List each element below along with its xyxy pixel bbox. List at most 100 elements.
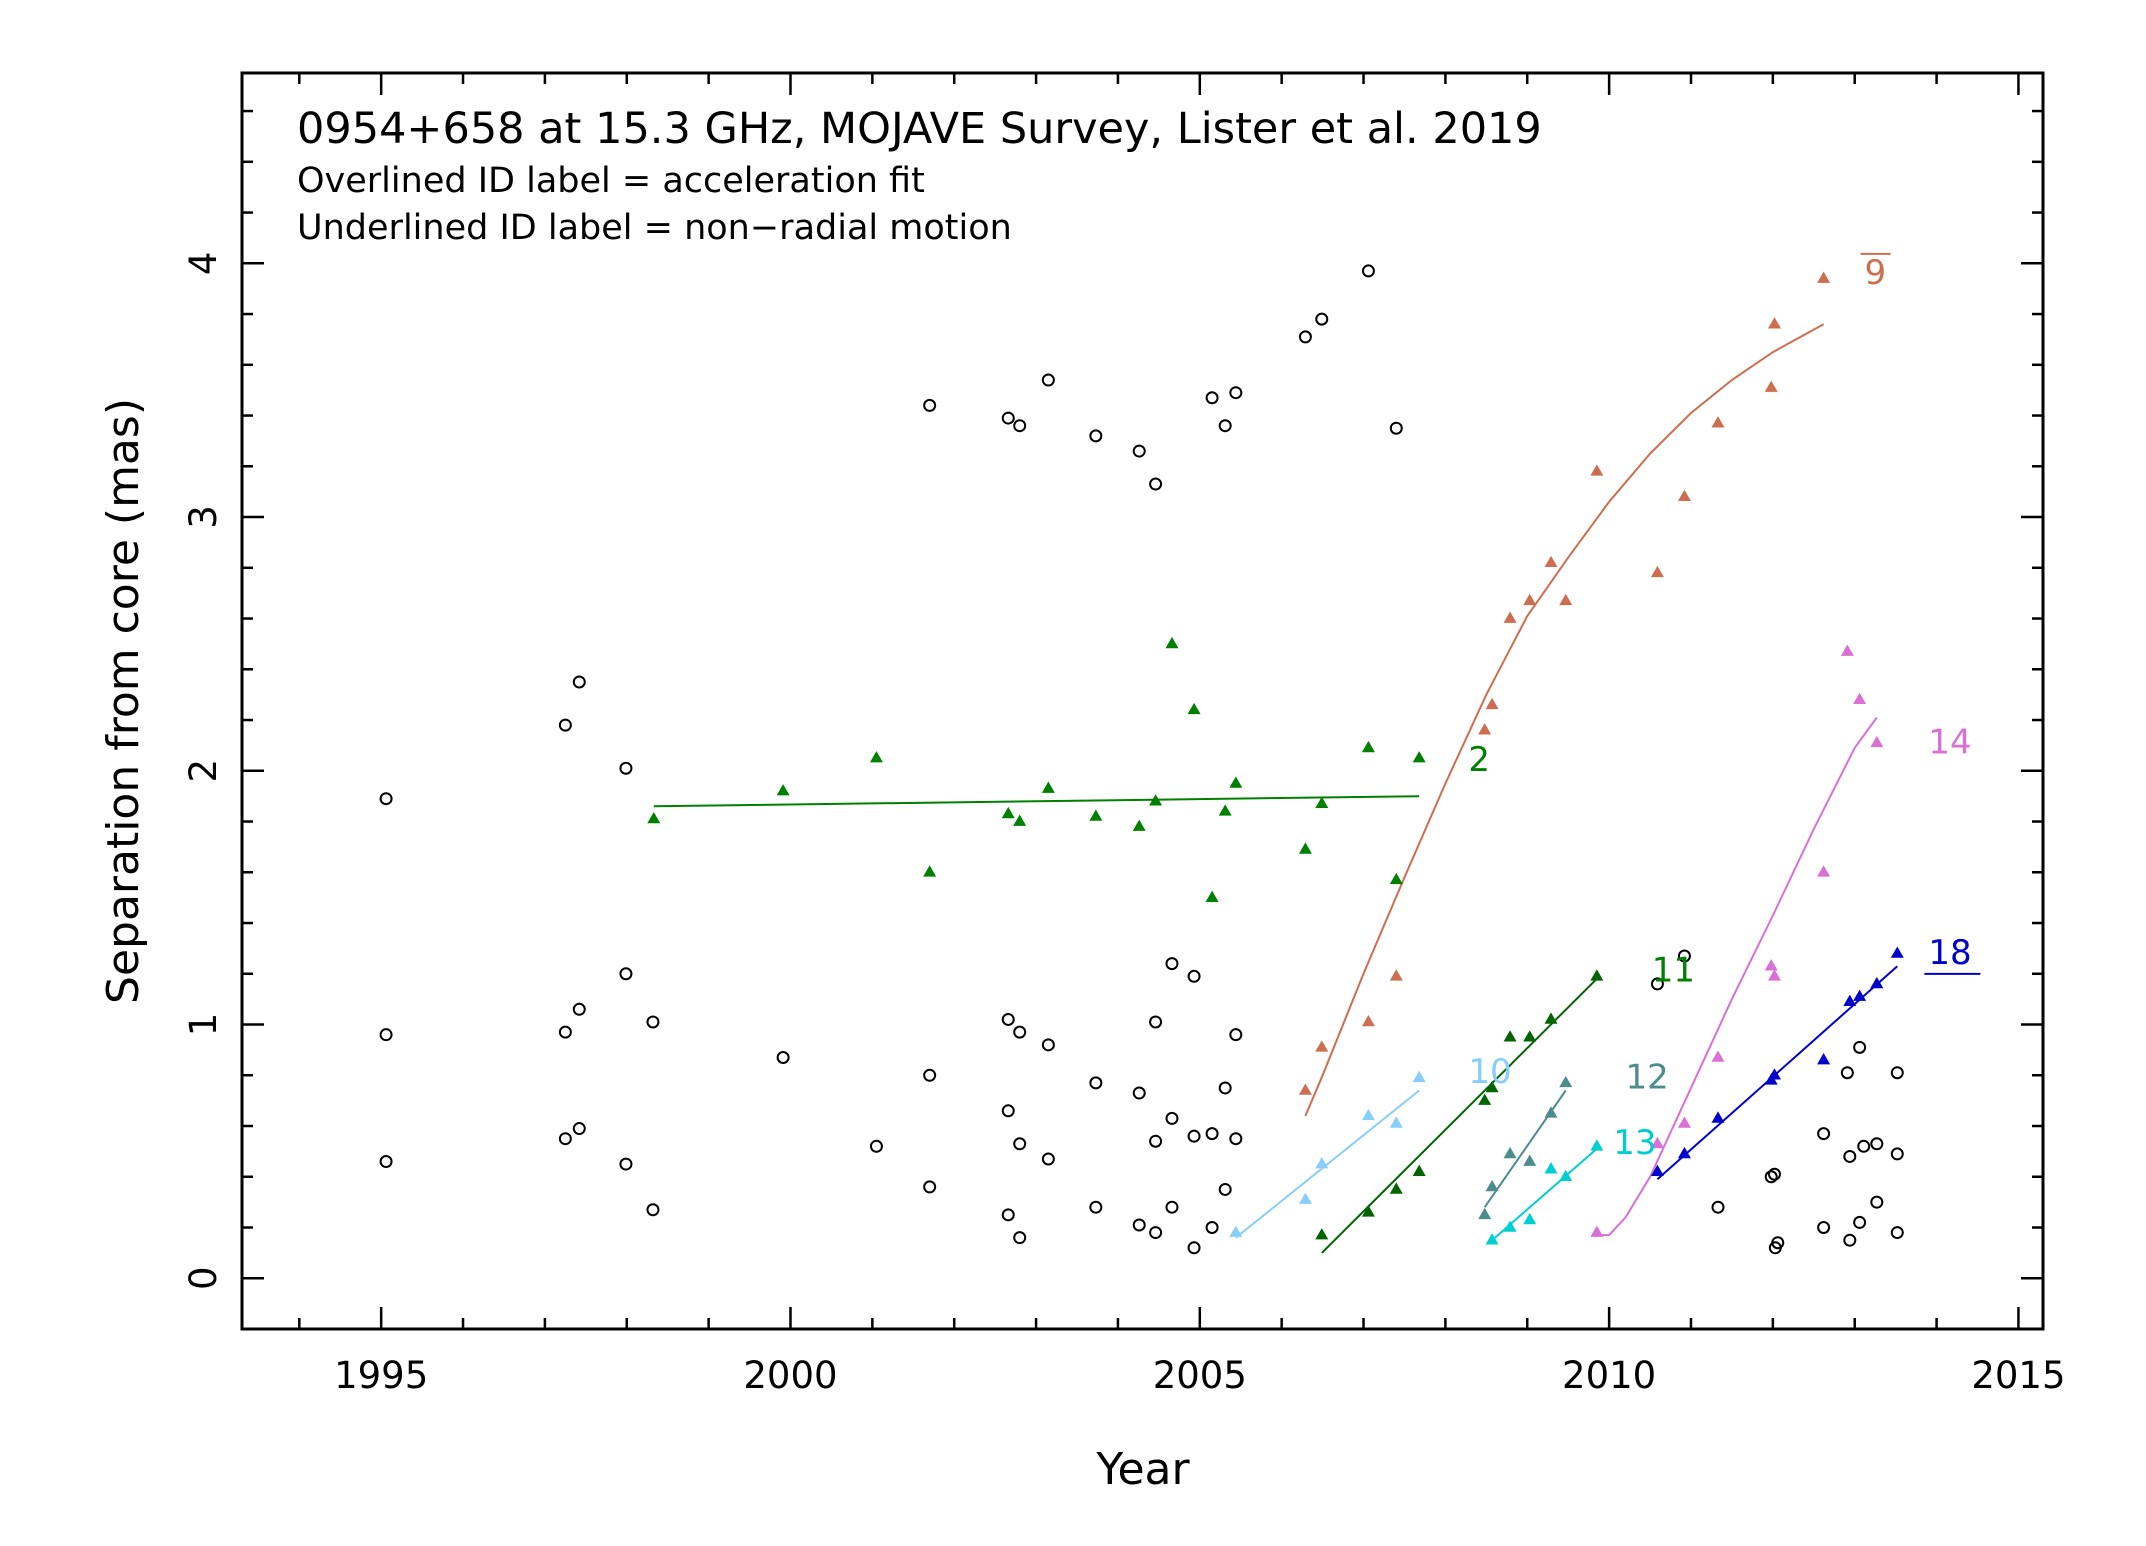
point-other: [1187, 969, 1201, 983]
point-9: [1817, 271, 1831, 283]
point-other: [1089, 1200, 1103, 1214]
point-9: [1559, 593, 1573, 606]
y-axis-label: Separation from core (mas): [98, 398, 149, 1004]
point-other: [1132, 444, 1146, 458]
point-other: [1817, 1127, 1831, 1141]
x-axis-label: Year: [1095, 1444, 1190, 1495]
point-11: [1478, 1093, 1492, 1105]
point-other: [1132, 1218, 1146, 1232]
point-other: [1001, 411, 1015, 425]
point-other: [1218, 1182, 1232, 1196]
point-other: [379, 1028, 393, 1042]
point-2: [1013, 814, 1027, 826]
point-2: [1298, 842, 1312, 854]
x-tick-label: 2000: [743, 1354, 837, 1397]
series-label-18: 18: [1928, 933, 1971, 973]
point-other: [1389, 421, 1403, 435]
point-2: [1218, 804, 1232, 816]
point-other: [1298, 330, 1312, 344]
point-9: [1677, 489, 1691, 502]
point-other: [379, 1155, 393, 1169]
point-other: [1001, 1012, 1015, 1026]
point-11: [1485, 1080, 1499, 1093]
point-9: [1711, 416, 1725, 428]
point-2: [776, 784, 790, 796]
point-other: [1853, 1215, 1867, 1229]
point-other: [1187, 1129, 1201, 1143]
point-other: [1149, 1226, 1163, 1240]
point-9: [1503, 611, 1517, 623]
point-2: [1205, 890, 1219, 902]
point-12: [1559, 1075, 1573, 1088]
point-other: [1218, 1081, 1232, 1095]
point-other: [646, 1203, 660, 1217]
point-13: [1559, 1169, 1573, 1182]
point-9: [1764, 380, 1778, 392]
series-label-11: 11: [1652, 951, 1695, 991]
point-9: [1650, 565, 1664, 578]
point-9: [1389, 969, 1403, 981]
point-13: [1503, 1220, 1517, 1232]
point-other: [558, 718, 572, 732]
point-2: [923, 865, 937, 877]
point-2: [1187, 702, 1201, 715]
point-2: [1165, 636, 1179, 649]
point-other: [1041, 1038, 1055, 1052]
point-2: [869, 751, 883, 763]
fit-line-10: [1235, 1089, 1420, 1239]
point-other: [1041, 373, 1055, 387]
point-12: [1503, 1146, 1517, 1159]
point-12: [1485, 1179, 1499, 1192]
point-14: [1840, 644, 1854, 656]
point-10: [1361, 1108, 1375, 1121]
fit-line-2: [653, 795, 1420, 808]
point-other: [1013, 419, 1027, 433]
point-other: [1218, 419, 1232, 433]
fit-line-18: [1656, 965, 1898, 1181]
point-18: [1853, 989, 1867, 1001]
point-other: [1149, 1015, 1163, 1029]
point-18: [1870, 976, 1884, 989]
y-tick-label: 1: [182, 1013, 225, 1037]
series-label-9: 9: [1865, 253, 1887, 293]
y-tick-label: 4: [182, 252, 225, 276]
point-10: [1315, 1157, 1329, 1169]
point-other: [1013, 1025, 1027, 1039]
point-other: [1205, 1221, 1219, 1235]
point-other: [572, 1002, 586, 1016]
series-label-14: 14: [1928, 722, 1971, 762]
point-other: [1840, 1066, 1854, 1080]
x-tick-label: 2010: [1562, 1354, 1656, 1397]
fit-line-14: [1596, 716, 1878, 1237]
point-other: [1315, 312, 1329, 326]
point-9: [1590, 464, 1604, 476]
point-other: [1165, 1200, 1179, 1214]
point-other: [1165, 1111, 1179, 1125]
point-18: [1677, 1146, 1691, 1159]
point-2: [1315, 796, 1329, 809]
point-2: [1149, 794, 1163, 806]
point-other: [1843, 1233, 1857, 1247]
point-14: [1853, 692, 1867, 705]
point-other: [1205, 391, 1219, 405]
point-2: [1412, 751, 1426, 763]
point-other: [1229, 1028, 1243, 1042]
point-14: [1677, 1116, 1691, 1128]
point-14: [1764, 959, 1778, 971]
point-11: [1412, 1164, 1426, 1176]
fit-lines: [653, 323, 1898, 1254]
series-label-2: 2: [1468, 740, 1490, 780]
point-12: [1523, 1154, 1537, 1166]
point-other: [1001, 1104, 1015, 1118]
axis-ticks: [242, 73, 2043, 1331]
point-14: [1650, 1136, 1664, 1149]
point-12: [1478, 1207, 1492, 1220]
point-other: [1890, 1147, 1904, 1161]
point-other: [1853, 1040, 1867, 1054]
point-18: [1890, 946, 1904, 958]
series-label-13: 13: [1613, 1123, 1656, 1163]
y-tick-label: 2: [182, 759, 225, 783]
fit-line-9: [1304, 323, 1825, 1117]
data-points: [379, 264, 1904, 1255]
